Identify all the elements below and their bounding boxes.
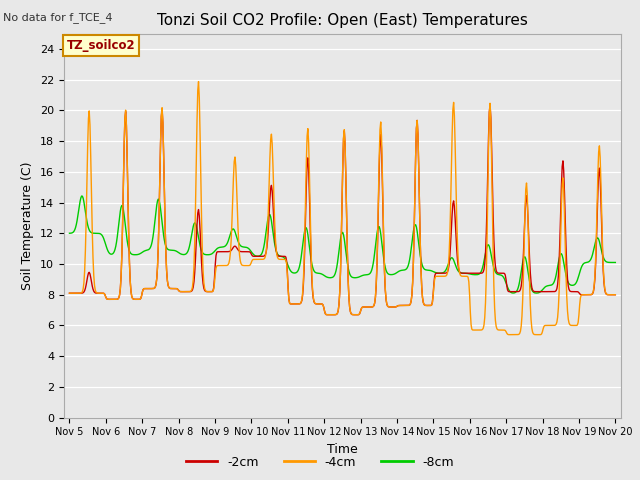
-8cm xyxy=(76,203,83,209)
-4cm xyxy=(187,288,195,294)
Text: TZ_soilco2: TZ_soilco2 xyxy=(67,39,136,52)
-2cm xyxy=(486,102,494,108)
Title: Tonzi Soil CO2 Profile: Open (East) Temperatures: Tonzi Soil CO2 Profile: Open (East) Temp… xyxy=(157,13,528,28)
-4cm xyxy=(132,297,140,302)
-2cm xyxy=(611,292,619,298)
-2cm xyxy=(66,290,74,296)
-4cm xyxy=(76,290,83,296)
X-axis label: Time: Time xyxy=(327,443,358,456)
-8cm xyxy=(410,228,417,234)
-4cm xyxy=(426,302,433,308)
-2cm xyxy=(426,302,433,308)
-2cm xyxy=(76,290,83,296)
-8cm xyxy=(217,244,225,250)
-8cm xyxy=(78,193,86,199)
-8cm xyxy=(532,290,540,296)
-2cm xyxy=(410,259,417,265)
-4cm xyxy=(507,332,515,337)
-4cm xyxy=(195,79,202,84)
-2cm xyxy=(216,249,223,254)
-8cm xyxy=(426,267,433,273)
-2cm xyxy=(187,288,195,294)
Line: -4cm: -4cm xyxy=(70,82,615,335)
-8cm xyxy=(611,260,619,265)
-8cm xyxy=(132,252,140,258)
-2cm xyxy=(324,312,332,318)
-4cm xyxy=(66,290,74,296)
Legend: -2cm, -4cm, -8cm: -2cm, -4cm, -8cm xyxy=(181,451,459,474)
-8cm xyxy=(66,230,74,236)
-2cm xyxy=(132,297,140,302)
Text: No data for f_TCE_4: No data for f_TCE_4 xyxy=(3,12,113,23)
-4cm xyxy=(410,259,417,265)
-4cm xyxy=(217,263,225,268)
-4cm xyxy=(611,292,619,298)
Line: -8cm: -8cm xyxy=(70,196,615,293)
Line: -2cm: -2cm xyxy=(70,105,615,315)
Y-axis label: Soil Temperature (C): Soil Temperature (C) xyxy=(22,161,35,290)
-8cm xyxy=(188,232,196,238)
